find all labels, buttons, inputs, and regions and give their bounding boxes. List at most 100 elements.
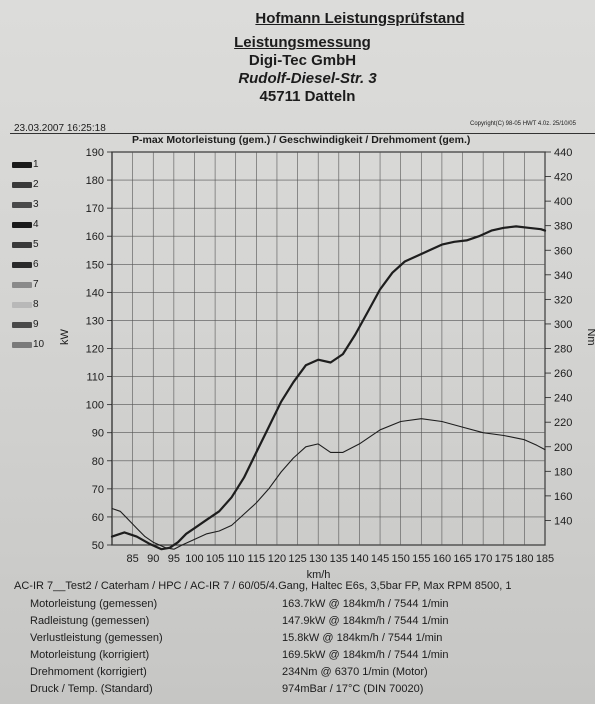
legend-label: 1 xyxy=(33,159,39,170)
y-right-tick-label: 360 xyxy=(554,245,572,257)
x-tick-label: 145 xyxy=(371,553,389,565)
y-axis-right-label: Nm xyxy=(585,328,595,345)
y-left-tick-label: 90 xyxy=(92,428,104,440)
result-label: Radleistung (gemessen) xyxy=(30,615,150,627)
result-label: Druck / Temp. (Standard) xyxy=(30,683,153,695)
result-value: 147.9kW @ 184km/h / 7544 1/min xyxy=(282,615,449,627)
result-value: 974mBar / 17°C (DIN 70020) xyxy=(282,683,424,695)
legend-label: 2 xyxy=(33,179,39,190)
x-tick-label: 130 xyxy=(309,553,327,565)
y-left-tick-label: 120 xyxy=(86,344,104,356)
x-tick-label: 165 xyxy=(453,553,471,565)
measurement-datetime: 23.03.2007 16:25:18 xyxy=(14,123,106,134)
legend-swatch xyxy=(12,222,32,228)
company-street: Rudolf-Diesel-Str. 3 xyxy=(238,70,377,87)
x-tick-label: 105 xyxy=(206,553,224,565)
y-right-tick-label: 220 xyxy=(554,417,572,429)
y-right-tick-label: 440 xyxy=(554,147,572,159)
legend-label: 8 xyxy=(33,299,39,310)
y-right-tick-label: 260 xyxy=(554,368,572,380)
legend-item: 5 xyxy=(0,239,60,252)
y-left-tick-label: 160 xyxy=(86,231,104,243)
legend-item: 10 xyxy=(0,339,60,352)
x-tick-label: 95 xyxy=(168,553,180,565)
company-city: 45711 Datteln xyxy=(259,88,356,105)
x-tick-label: 150 xyxy=(391,553,409,565)
legend-item: 8 xyxy=(0,299,60,312)
legend-label: 10 xyxy=(33,339,45,350)
x-tick-label: 155 xyxy=(412,553,430,565)
legend-item: 2 xyxy=(0,179,60,192)
copyright-note: Copyright(C) 98-05 HWT 4.0z. 25/10/05 xyxy=(470,121,576,127)
company-name: Digi-Tec GmbH xyxy=(248,52,357,69)
result-label: Drehmoment (korrigiert) xyxy=(30,666,147,678)
x-tick-label: 90 xyxy=(147,553,159,565)
legend-swatch xyxy=(12,242,32,248)
result-value: 169.5kW @ 184km/h / 7544 1/min xyxy=(282,649,449,661)
y-right-tick-label: 140 xyxy=(554,515,572,527)
x-tick-label: 170 xyxy=(474,553,492,565)
y-left-tick-label: 70 xyxy=(92,484,104,496)
y-axis-left-label: kW xyxy=(59,328,71,345)
series-line xyxy=(111,418,546,550)
series-line xyxy=(110,225,547,551)
y-left-tick-label: 150 xyxy=(86,259,104,271)
legend-swatch xyxy=(12,262,32,268)
curve-legend: 1 2 3 4 5 6 7 8 9 10 xyxy=(0,159,60,370)
x-tick-label: 185 xyxy=(536,553,554,565)
result-label: Verlustleistung (gemessen) xyxy=(30,632,163,644)
y-left-tick-label: 100 xyxy=(86,400,104,412)
y-left-tick-label: 140 xyxy=(86,287,104,299)
x-tick-label: 125 xyxy=(288,553,306,565)
y-right-tick-label: 160 xyxy=(554,491,572,503)
legend-item: 6 xyxy=(0,259,60,272)
y-left-tick-label: 60 xyxy=(92,512,104,524)
legend-label: 7 xyxy=(33,279,39,290)
y-right-tick-label: 180 xyxy=(554,466,572,478)
x-tick-label: 110 xyxy=(227,553,245,565)
y-right-tick-label: 240 xyxy=(554,393,572,405)
legend-item: 9 xyxy=(0,319,60,332)
x-tick-label: 135 xyxy=(330,553,348,565)
result-value: 15.8kW @ 184km/h / 7544 1/min xyxy=(282,632,443,644)
y-left-tick-label: 130 xyxy=(86,315,104,327)
x-tick-label: 115 xyxy=(248,553,266,565)
x-tick-label: 140 xyxy=(350,553,368,565)
y-left-tick-label: 50 xyxy=(92,540,104,552)
y-left-tick-label: 190 xyxy=(86,147,104,159)
report-title: Hofmann Leistungsprüfstand xyxy=(255,10,465,27)
x-tick-label: 85 xyxy=(126,553,138,565)
legend-swatch xyxy=(12,322,32,328)
legend-label: 4 xyxy=(33,219,39,230)
legend-swatch xyxy=(12,182,32,188)
result-row: Radleistung (gemessen) 147.9kW @ 184km/h … xyxy=(30,615,595,631)
y-left-tick-label: 170 xyxy=(86,203,104,215)
y-right-tick-label: 380 xyxy=(554,221,572,233)
x-tick-label: 180 xyxy=(515,553,533,565)
y-right-tick-label: 320 xyxy=(554,294,572,306)
legend-swatch xyxy=(12,302,32,308)
legend-swatch xyxy=(12,202,32,208)
legend-label: 9 xyxy=(33,319,39,330)
chart-title: P-max Motorleistung (gem.) / Geschwindig… xyxy=(132,134,471,146)
x-tick-label: 175 xyxy=(495,553,513,565)
y-left-tick-label: 180 xyxy=(86,175,104,187)
x-tick-label: 120 xyxy=(268,553,286,565)
test-description: AC-IR 7__Test2 / Caterham / HPC / AC-IR … xyxy=(14,580,512,592)
x-axis-label: km/h xyxy=(307,569,331,581)
x-tick-label: 160 xyxy=(433,553,451,565)
result-row: Drehmoment (korrigiert) 234Nm @ 6370 1/mi… xyxy=(30,666,595,682)
y-right-tick-label: 200 xyxy=(554,442,572,454)
legend-item: 4 xyxy=(0,219,60,232)
legend-label: 3 xyxy=(33,199,39,210)
y-right-tick-label: 280 xyxy=(554,344,572,356)
y-right-tick-label: 340 xyxy=(554,270,572,282)
legend-item: 1 xyxy=(0,159,60,172)
result-label: Motorleistung (gemessen) xyxy=(30,598,158,610)
legend-label: 6 xyxy=(33,259,39,270)
legend-item: 3 xyxy=(0,199,60,212)
y-left-tick-label: 110 xyxy=(86,372,104,384)
report-subtitle: Leistungsmessung xyxy=(234,34,371,51)
result-row: Druck / Temp. (Standard) 974mBar / 17°C (… xyxy=(30,683,595,699)
